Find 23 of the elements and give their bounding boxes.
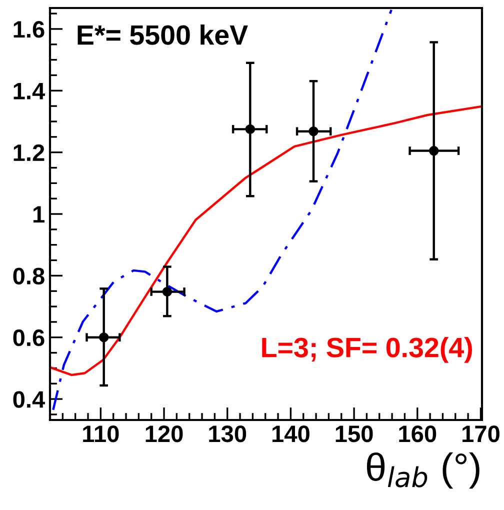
- x-tick-label: 160: [399, 425, 436, 442]
- annotation: E*= 5500 keV: [78, 24, 248, 45]
- x-tick-label: 110: [83, 425, 119, 442]
- x-axis-title: θ$_{lab}$ (°): [366, 452, 480, 489]
- y-tick-label: 0.8: [13, 268, 44, 284]
- point: [308, 126, 318, 136]
- y-tick-label: 1.4: [14, 82, 46, 100]
- x-tick-label: 150: [336, 425, 373, 442]
- point: [245, 124, 256, 134]
- x-tick-label: 140: [272, 425, 310, 442]
- point: [429, 146, 439, 156]
- y-tick-label: 0.6: [13, 329, 44, 346]
- y-tick-label: 1: [33, 206, 44, 223]
- y-tick-label: 1.6: [14, 21, 44, 38]
- x-tick-label: 130: [209, 425, 246, 442]
- x-tick-label: 170: [462, 425, 500, 442]
- y-tick-label: 1.2: [14, 144, 44, 161]
- line-series: [50, 105, 482, 376]
- point: [162, 286, 172, 297]
- annotation: L=3; SF= 0.32(4): [262, 337, 472, 363]
- y-tick-label: 0.4: [13, 391, 46, 408]
- x-tick-label: 120: [146, 425, 183, 442]
- point: [98, 332, 109, 342]
